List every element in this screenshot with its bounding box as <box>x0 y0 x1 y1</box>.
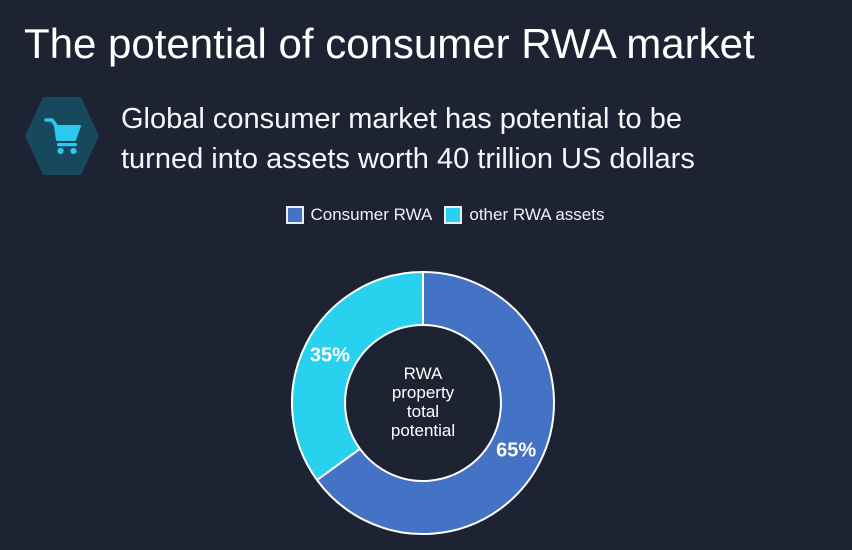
legend-label: other RWA assets <box>469 205 605 224</box>
legend-item-consumer-rwa: Consumer RWA <box>285 205 433 225</box>
cart-handle <box>44 118 59 129</box>
cart-basket <box>54 125 81 141</box>
donut-slice-other-rwa-assets <box>291 271 424 481</box>
slice-percentage-label: 35% <box>310 345 350 367</box>
shopping-cart-icon-svg <box>25 97 99 175</box>
legend-swatch-other-rwa-assets <box>444 206 463 224</box>
chart-legend: Consumer RWA other RWA assets <box>38 205 852 225</box>
legend-item-other-rwa-assets: other RWA assets <box>444 205 605 225</box>
donut-chart: 65% 35% <box>291 271 555 535</box>
subtitle-line-2: turned into assets worth 40 trillion US … <box>121 143 695 175</box>
cart-wheel-right <box>70 147 77 155</box>
subtitle-line-1: Global consumer market has potential to … <box>121 103 682 135</box>
donut-slice-consumer-rwa <box>316 271 555 535</box>
cart-wheel-left <box>57 147 64 155</box>
slice-percentage-label: 65% <box>496 439 536 461</box>
donut-center-label: RWA property total potential <box>390 364 456 440</box>
legend-swatch-consumer-rwa <box>285 206 304 224</box>
slide-subtitle: Global consumer market has potential to … <box>121 99 695 179</box>
shopping-cart-icon <box>25 97 99 175</box>
cart-glyph <box>44 118 81 155</box>
cart-rail <box>57 143 77 147</box>
slide-title: The potential of consumer RWA market <box>24 20 755 67</box>
legend-label: Consumer RWA <box>310 205 433 224</box>
